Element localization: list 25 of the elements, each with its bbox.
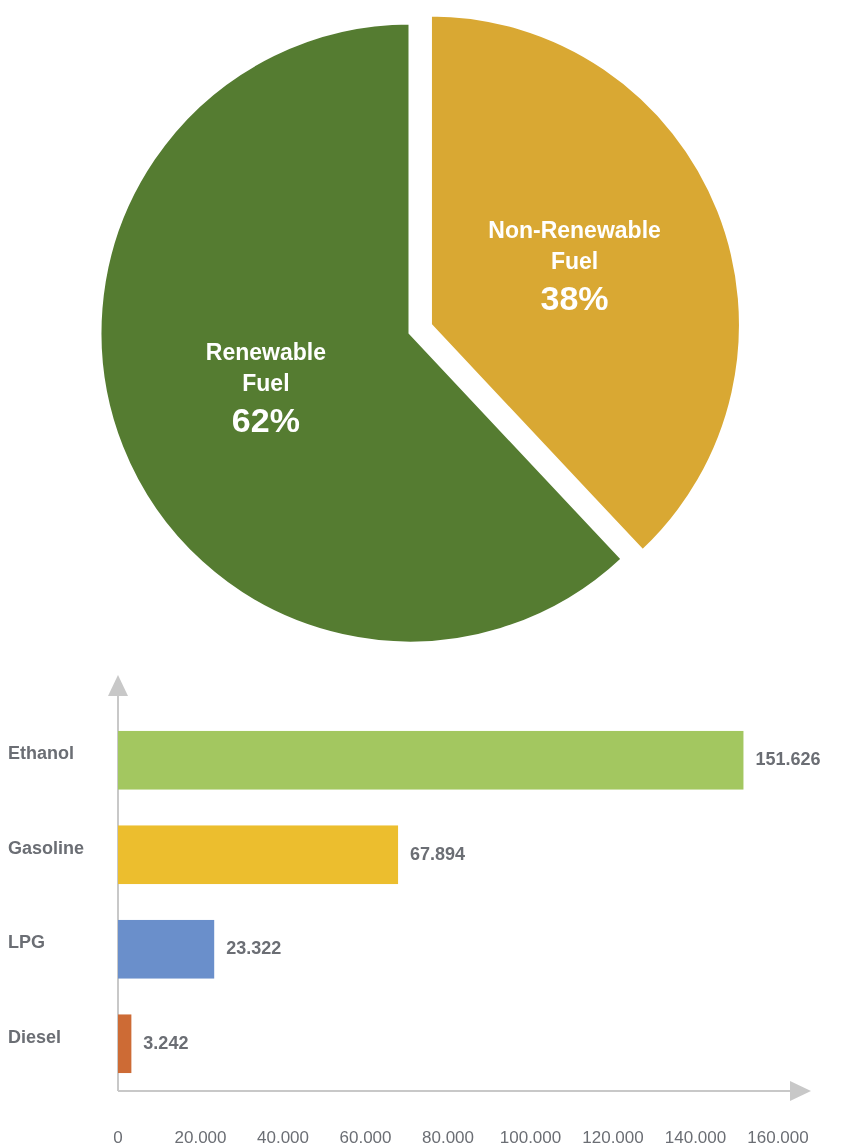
x-tick-label: 160.000 — [747, 1128, 809, 1146]
y-tick-label: Gasoline — [8, 837, 85, 858]
bar — [118, 730, 744, 790]
slice-label: Renewable Fuel — [205, 339, 326, 397]
data-label: 151.626 — [755, 749, 821, 769]
x-tick-label: 120.000 — [582, 1128, 644, 1146]
data-label: 38% — [540, 278, 609, 317]
data-label: 62% — [231, 401, 300, 440]
x-tick-label: 40.000 — [257, 1128, 309, 1146]
x-tick-label: 60.000 — [339, 1128, 392, 1146]
x-tick-label: 140.000 — [664, 1128, 727, 1146]
y-tick-label: Diesel — [8, 1026, 62, 1047]
x-tick-label: 20.000 — [174, 1128, 227, 1146]
slice-label: Non-Renewable Fuel — [488, 216, 661, 274]
x-tick-label: 0 — [113, 1128, 123, 1146]
bar — [118, 825, 399, 885]
data-label: 23.322 — [226, 938, 282, 958]
data-label: 67.894 — [410, 843, 466, 864]
data-label: 3.242 — [143, 1032, 189, 1053]
y-tick-label: Ethanol — [8, 743, 74, 763]
y-tick-label: LPG — [8, 932, 46, 952]
x-tick-label: 100.000 — [499, 1128, 562, 1146]
bar — [118, 1014, 132, 1074]
x-tick-label: 80.000 — [422, 1128, 474, 1146]
bar — [118, 919, 215, 979]
